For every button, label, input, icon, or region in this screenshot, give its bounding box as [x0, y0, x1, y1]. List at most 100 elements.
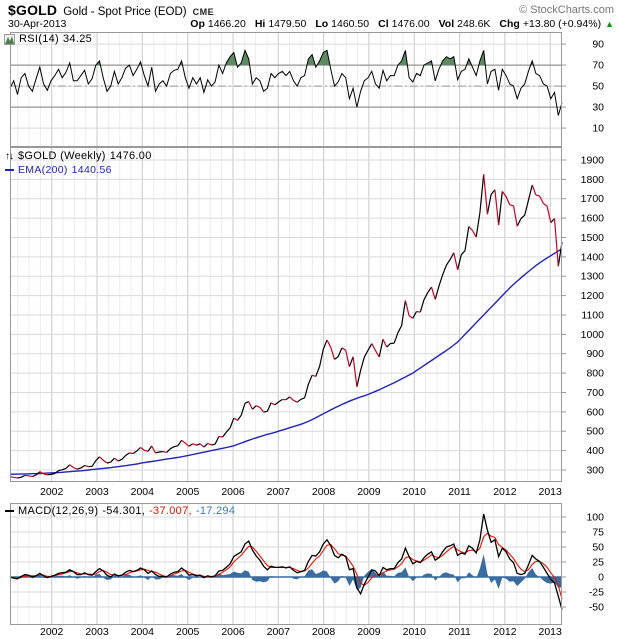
close-value: 1476.00: [391, 18, 430, 30]
low-value: 1460.50: [331, 18, 370, 30]
macd-hist-value: -17.294: [195, 505, 236, 517]
svg-text:1900: 1900: [581, 155, 605, 167]
x-axis-year-label: 2011: [448, 486, 471, 498]
price-panel: 1900 1800 1700 1600 1500 1400 1300 1200 1100 1000…: [0, 147, 620, 482]
x-axis-year-label: 2012: [493, 486, 517, 498]
price-legend-label: $GOLD (Weekly): [18, 150, 106, 162]
svg-text:25: 25: [592, 557, 604, 569]
low-label: Lo: [315, 18, 329, 30]
x-axis-year-label: 2004: [130, 486, 154, 498]
rsi-legend-value: 34.25: [63, 33, 93, 45]
change-label: Chg: [499, 18, 520, 30]
chart-title-row: $GOLD Gold - Spot Price (EOD) CME: [8, 2, 214, 18]
svg-text:100: 100: [586, 512, 604, 524]
svg-text:0: 0: [598, 572, 604, 584]
rsi-legend-label: RSI(14): [19, 33, 59, 45]
price-legend-value: 1476.00: [109, 150, 152, 162]
svg-text:10: 10: [592, 123, 604, 135]
svg-text:1100: 1100: [581, 310, 604, 322]
macd-panel: 100 75 50 25 0 -25 -50 MACD(12,26,9) -54.301, …: [0, 503, 620, 625]
x-axis-year-label: 2007: [266, 626, 290, 638]
x-axis-year-label: 2002: [40, 486, 64, 498]
x-axis-labels-top: 2002 2003 2004 2005 2006 2007 2008 2009 2010 2011…: [0, 482, 620, 503]
svg-text:90: 90: [592, 39, 604, 51]
svg-text:900: 900: [586, 348, 604, 360]
svg-text:1800: 1800: [581, 174, 605, 186]
x-axis-year-label: 2012: [493, 626, 517, 638]
x-axis-year-label: 2009: [357, 626, 381, 638]
volume-value: 248.6K: [457, 18, 491, 30]
macd-legend-label: MACD(12,26,9): [18, 505, 99, 517]
price-plot: 1900 1800 1700 1600 1500 1400 1300 1200 1100 1000…: [9, 147, 605, 482]
svg-text:1300: 1300: [581, 271, 605, 283]
ticker-symbol: $GOLD: [8, 2, 58, 18]
rsi-plot: 90 70 50 30 10: [9, 32, 604, 147]
ema-line-swatch-icon: [5, 169, 14, 171]
high-label: Hi: [254, 18, 266, 30]
svg-text:800: 800: [586, 368, 604, 380]
x-axis-year-label: 2010: [402, 626, 426, 638]
x-axis-year-label: 2003: [85, 626, 109, 638]
close-label: Cl: [378, 18, 389, 30]
svg-text:70: 70: [592, 60, 604, 72]
volume-label: Vol: [438, 18, 455, 30]
quote-values: Op 1466.20 Hi 1479.50 Lo 1460.50 Cl 1476.00 …: [190, 18, 614, 30]
x-axis-year-label: 2013: [538, 486, 562, 498]
ema-legend-label: EMA(200): [18, 164, 68, 176]
ema-legend: EMA(200) 1440.56: [5, 164, 112, 176]
x-axis-year-label: 2002: [40, 626, 64, 638]
svg-text:1400: 1400: [581, 251, 605, 263]
copyright-label: © StockCharts.com: [519, 4, 614, 16]
change-value: +13.80 (+0.94%): [522, 18, 602, 30]
change-up-arrow-icon: ▲: [605, 19, 614, 29]
svg-text:1000: 1000: [581, 329, 605, 341]
x-axis-year-label: 2009: [357, 486, 381, 498]
svg-text:50: 50: [592, 81, 604, 93]
quote-date: 30-Apr-2013: [8, 18, 67, 30]
svg-text:50: 50: [592, 542, 604, 554]
x-axis-year-label: 2011: [448, 626, 471, 638]
x-axis-year-label: 2007: [266, 486, 290, 498]
svg-text:1700: 1700: [581, 193, 605, 205]
macd-line-swatch-icon: [5, 510, 14, 512]
open-label: Op: [190, 18, 205, 30]
x-axis-labels-bottom: 2002 2003 2004 2005 2006 2007 2008 2009 2010 2011…: [0, 625, 620, 639]
macd-plot: 100 75 50 25 0 -25 -50: [9, 503, 604, 625]
x-axis-year-label: 2008: [311, 486, 336, 498]
rsi-indicator-icon: [4, 33, 15, 45]
svg-text:400: 400: [586, 445, 604, 457]
x-axis-year-label: 2004: [130, 626, 154, 638]
svg-text:500: 500: [586, 426, 604, 438]
svg-text:1200: 1200: [581, 290, 605, 302]
x-axis-year-label: 2005: [176, 626, 200, 638]
instrument-name: Gold - Spot Price (EOD): [63, 6, 187, 18]
svg-text:300: 300: [586, 465, 604, 477]
svg-text:-25: -25: [589, 587, 604, 599]
updown-arrows-icon: ↑↓: [5, 150, 14, 162]
rsi-panel: 90 70 50 30 10 RSI(14) 34.25: [0, 32, 620, 147]
x-axis-year-label: 2008: [311, 626, 336, 638]
svg-text:30: 30: [592, 102, 604, 114]
svg-text:1600: 1600: [581, 213, 605, 225]
price-legend: ↑↓ $GOLD (Weekly) 1476.00: [5, 150, 152, 162]
svg-text:75: 75: [592, 527, 604, 539]
quote-row: 30-Apr-2013 Op 1466.20 Hi 1479.50 Lo 1460.5…: [8, 18, 614, 30]
ema-legend-value: 1440.56: [71, 164, 112, 176]
x-axis-year-label: 2006: [221, 626, 245, 638]
x-axis-year-label: 2005: [176, 486, 200, 498]
svg-text:-50: -50: [589, 602, 604, 614]
macd-legend: MACD(12,26,9) -54.301, -37.007, -17.294: [5, 505, 235, 517]
exchange-label: CME: [192, 7, 215, 17]
macd-value: -54.301,: [102, 505, 146, 517]
x-axis-year-label: 2006: [221, 486, 245, 498]
svg-text:600: 600: [586, 406, 604, 418]
macd-signal-value: -37.007,: [149, 505, 192, 517]
svg-text:1500: 1500: [581, 232, 605, 244]
rsi-legend: RSI(14) 34.25: [4, 33, 92, 45]
x-axis-year-label: 2010: [402, 486, 426, 498]
svg-text:700: 700: [586, 387, 604, 399]
high-value: 1479.50: [268, 18, 307, 30]
x-axis-year-label: 2003: [85, 486, 109, 498]
x-axis-year-label: 2013: [538, 626, 562, 638]
